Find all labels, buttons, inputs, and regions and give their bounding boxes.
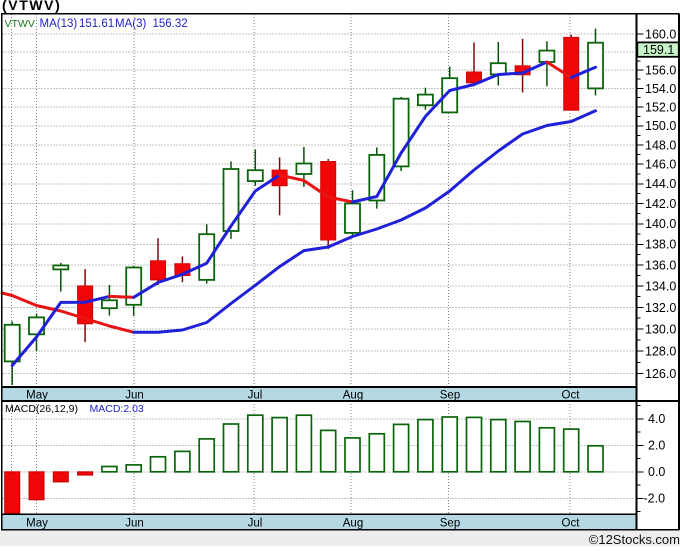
svg-text:146.0: 146.0 <box>645 158 676 172</box>
svg-text:140.0: 140.0 <box>645 217 676 231</box>
svg-text:Oct: Oct <box>562 390 581 402</box>
svg-text:Jun: Jun <box>125 518 144 530</box>
svg-text:(VTWV): (VTWV) <box>2 0 61 13</box>
svg-text:156.32: 156.32 <box>153 18 188 30</box>
svg-text:MA(3): MA(3) <box>115 18 146 30</box>
svg-text:©12Stocks.com: ©12Stocks.com <box>589 532 680 546</box>
svg-text:-2.0: -2.0 <box>644 492 666 506</box>
svg-text:134.0: 134.0 <box>645 279 676 293</box>
svg-text:Sep: Sep <box>440 518 460 530</box>
svg-text:May: May <box>26 518 48 530</box>
svg-text:126.0: 126.0 <box>645 367 676 381</box>
svg-text:148.0: 148.0 <box>645 138 676 152</box>
svg-text:May: May <box>26 390 48 402</box>
svg-text:130.0: 130.0 <box>645 323 676 337</box>
svg-text:0.0: 0.0 <box>648 465 665 479</box>
svg-text:132.0: 132.0 <box>645 301 676 315</box>
svg-text:Aug: Aug <box>343 390 363 402</box>
svg-text:Jul: Jul <box>248 390 263 402</box>
svg-text:2.0: 2.0 <box>648 439 665 453</box>
svg-text:136.0: 136.0 <box>645 258 676 272</box>
svg-text:MA(13): MA(13) <box>40 18 78 30</box>
svg-text:MACD(26,12,9): MACD(26,12,9) <box>5 403 78 415</box>
svg-text:152.0: 152.0 <box>645 100 676 114</box>
svg-text:Aug: Aug <box>343 518 363 530</box>
svg-text:4.0: 4.0 <box>648 412 665 426</box>
svg-text:159.1: 159.1 <box>643 43 674 57</box>
svg-text:156.0: 156.0 <box>645 64 676 78</box>
svg-text:142.0: 142.0 <box>645 197 676 211</box>
svg-text:128.0: 128.0 <box>645 345 676 359</box>
svg-text:154.0: 154.0 <box>645 82 676 96</box>
svg-text:160.0: 160.0 <box>645 28 676 42</box>
svg-text:151.61: 151.61 <box>79 18 114 30</box>
svg-text:150.0: 150.0 <box>645 119 676 133</box>
svg-text:Jul: Jul <box>248 518 263 530</box>
svg-text:144.0: 144.0 <box>645 177 676 191</box>
svg-text:MACD:2.03: MACD:2.03 <box>90 403 144 415</box>
svg-text:Jun: Jun <box>125 390 144 402</box>
svg-text:VTWV: VTWV <box>5 18 35 30</box>
svg-text:138.0: 138.0 <box>645 238 676 252</box>
svg-text:Oct: Oct <box>562 518 581 530</box>
svg-text:Sep: Sep <box>440 390 460 402</box>
